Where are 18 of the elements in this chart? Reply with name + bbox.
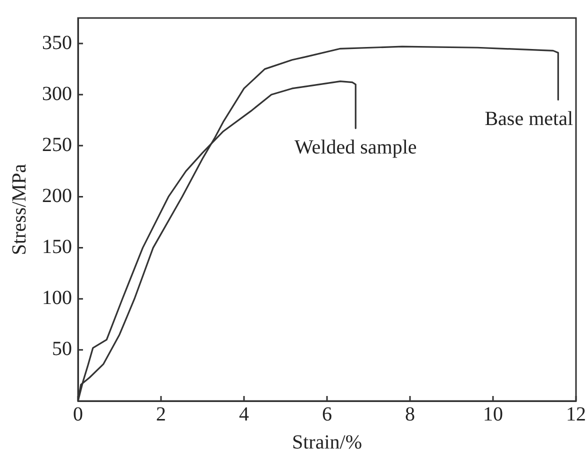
x-tick-label: 12	[566, 403, 586, 426]
y-tick-label: 300	[42, 82, 72, 105]
y-tick-label: 150	[42, 236, 72, 258]
y-tick-label: 250	[42, 134, 72, 156]
x-axis-title: Strain/%	[292, 431, 362, 454]
x-tick-label: 10	[483, 403, 503, 426]
series-label: Welded sample	[294, 136, 417, 159]
y-tick-label: 50	[52, 338, 72, 360]
y-axis-title: Stress/MPa	[8, 164, 30, 256]
x-tick-label: 4	[239, 403, 249, 426]
x-tick-label: 2	[156, 403, 166, 426]
series-label: Base metal	[484, 108, 574, 130]
x-tick-label: 8	[405, 403, 415, 426]
y-tick-label: 200	[42, 184, 72, 207]
x-tick-label: 0	[73, 403, 83, 426]
x-tick-label: 6	[322, 403, 332, 426]
y-tick-label: 100	[42, 287, 72, 310]
y-tick-label: 350	[42, 32, 72, 54]
